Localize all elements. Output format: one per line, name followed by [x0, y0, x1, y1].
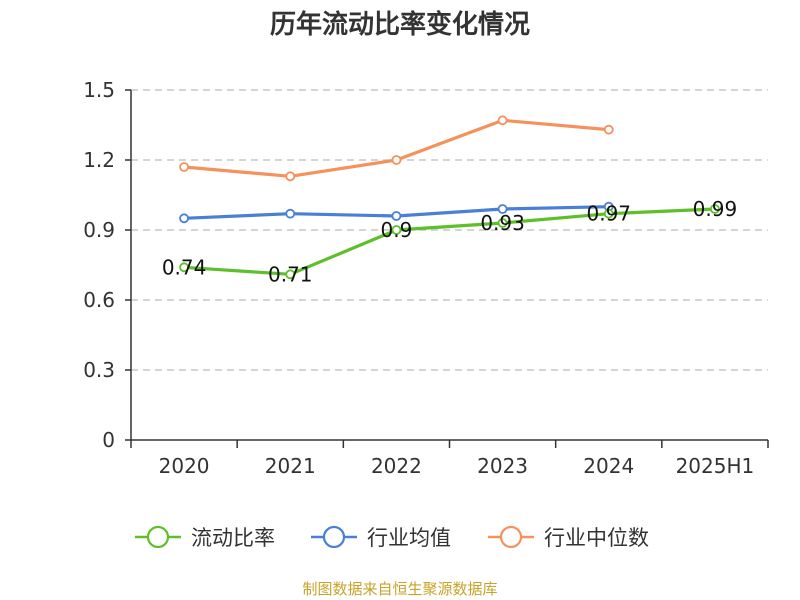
chart-title: 历年流动比率变化情况 [270, 9, 530, 40]
legend-label: 流动比率 [191, 526, 275, 550]
data-point [497, 218, 508, 228]
x-tick-label: 2024 [583, 454, 634, 478]
data-point [285, 269, 296, 280]
series-line [183, 118, 609, 178]
data-label: 0.9 [381, 218, 413, 242]
data-point [285, 171, 296, 182]
x-tick-label: 2025H1 [676, 454, 755, 478]
legend-label: 行业均值 [367, 526, 451, 550]
x-tick-label: 2023 [477, 454, 528, 478]
x-tick-label: 2021 [265, 454, 316, 478]
legend-item[interactable]: 行业均值 [311, 525, 451, 550]
data-label: 0.74 [162, 255, 207, 279]
legend-marker [499, 525, 523, 549]
y-tick-label: 0.3 [83, 358, 115, 382]
data-point [179, 213, 189, 224]
data-label: 0.97 [586, 202, 631, 226]
y-tick-label: 0.6 [83, 288, 115, 312]
axes: 0 0.3 0.6 0.9 1.2 1.5 2020 2021 2022 2023 2024 2025… [83, 78, 769, 478]
data-point [391, 211, 402, 221]
gridlines [131, 89, 768, 371]
data-point [391, 155, 402, 165]
data-point [497, 204, 508, 214]
data-point [391, 225, 402, 235]
data-label: 0.71 [268, 262, 313, 286]
legend-label: 行业中位数 [544, 526, 649, 550]
data-point [497, 115, 508, 126]
y-tick-label: 0.9 [83, 218, 115, 242]
data-point [285, 208, 296, 219]
y-tick-label: 1.2 [83, 148, 115, 172]
legend-item[interactable]: 流动比率 [135, 525, 275, 550]
legend-marker [322, 525, 346, 549]
legend-marker [146, 525, 170, 549]
data-point [603, 208, 614, 219]
series-line [183, 207, 715, 276]
data-labels: 0.74 0.71 0.9 0.93 0.97 0.99 [162, 197, 737, 286]
x-tick-label: 2020 [159, 454, 210, 478]
data-point [710, 204, 720, 214]
data-point [179, 162, 189, 172]
x-tick-label: 2022 [371, 454, 422, 478]
y-tick-label: 1.5 [83, 78, 115, 102]
series-lines [179, 115, 720, 280]
source-note: 制图数据来自恒生聚源数据库 [302, 580, 497, 598]
data-point [179, 262, 189, 273]
legend: 流动比率 行业均值 行业中位数 [135, 525, 649, 550]
data-label: 0.93 [480, 211, 525, 235]
y-tick-label: 0 [102, 428, 115, 452]
data-point [603, 124, 614, 135]
data-label: 0.99 [693, 197, 738, 221]
legend-item[interactable]: 行业中位数 [488, 525, 649, 550]
